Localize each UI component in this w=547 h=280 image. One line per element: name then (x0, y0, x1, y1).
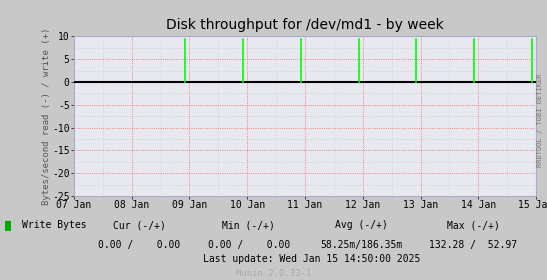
Text: Cur (-/+): Cur (-/+) (113, 220, 166, 230)
Text: 132.28 /  52.97: 132.28 / 52.97 (429, 240, 517, 250)
Text: 0.00 /    0.00: 0.00 / 0.00 (98, 240, 181, 250)
Text: 0.00 /    0.00: 0.00 / 0.00 (208, 240, 290, 250)
Text: Avg (-/+): Avg (-/+) (335, 220, 387, 230)
Text: Max (-/+): Max (-/+) (447, 220, 499, 230)
Text: Last update: Wed Jan 15 14:50:00 2025: Last update: Wed Jan 15 14:50:00 2025 (203, 254, 421, 264)
Text: Write Bytes: Write Bytes (22, 220, 86, 230)
Text: Munin 2.0.33-1: Munin 2.0.33-1 (236, 269, 311, 278)
Bar (5, 221, 11, 230)
Text: 58.25m/186.35m: 58.25m/186.35m (320, 240, 402, 250)
Text: Min (-/+): Min (-/+) (223, 220, 275, 230)
Text: RRDTOOL / TOBI OETIKER: RRDTOOL / TOBI OETIKER (537, 74, 543, 167)
Title: Disk throughput for /dev/md1 - by week: Disk throughput for /dev/md1 - by week (166, 18, 444, 32)
Y-axis label: Bytes/second read (-) / write (+): Bytes/second read (-) / write (+) (42, 27, 51, 205)
